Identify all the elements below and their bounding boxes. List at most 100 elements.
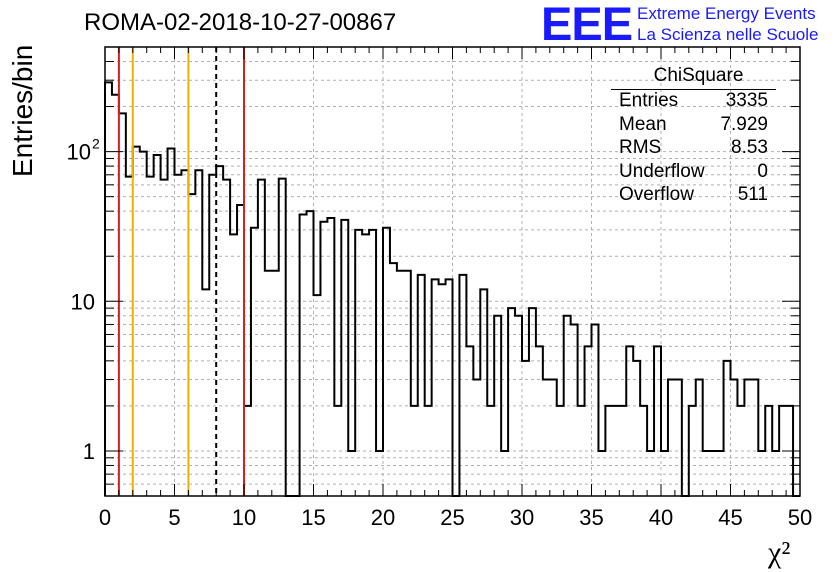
histogram-bin — [175, 175, 182, 496]
y-tick-label: 1 — [83, 439, 95, 464]
axes — [104, 46, 801, 497]
histogram-bin — [654, 346, 661, 496]
histogram-bin — [161, 180, 168, 496]
y-tick-label-exponent: 2 — [92, 136, 100, 152]
histogram-bin — [258, 180, 265, 496]
histogram-bin — [279, 179, 286, 496]
histogram-bin — [765, 406, 772, 496]
histogram-bin — [439, 284, 446, 496]
histogram-bin — [578, 406, 585, 496]
x-tick-label: 0 — [99, 505, 111, 530]
histogram-bin — [307, 211, 314, 496]
histogram-bin — [230, 234, 237, 496]
histogram-bin — [209, 175, 216, 496]
histogram-bin — [724, 361, 731, 496]
x-tick-label: 15 — [301, 505, 325, 530]
stats-row-overflow: Overflow 511 — [611, 184, 776, 208]
histogram-bin — [585, 346, 592, 496]
stats-value: 511 — [737, 184, 768, 205]
histogram-bin — [598, 451, 605, 496]
histogram-bin — [543, 380, 550, 496]
histogram-bin — [647, 451, 654, 496]
histogram-bin — [133, 147, 140, 496]
histogram-bin — [480, 289, 487, 496]
histogram-bin — [105, 82, 112, 496]
stats-box: ChiSquare Entries 3335 Mean 7.929 RMS 8.… — [611, 65, 776, 208]
stats-value: 7.929 — [720, 113, 768, 135]
stats-value: 3335 — [725, 90, 768, 111]
histogram-bin — [633, 361, 640, 496]
histogram-bin — [126, 177, 133, 496]
histogram-bin — [272, 271, 279, 496]
x-axis-label: χ² — [768, 536, 791, 569]
histogram-bin — [487, 406, 494, 496]
histogram-bin — [446, 279, 453, 496]
reference-lines — [117, 47, 245, 496]
histogram-bin — [619, 406, 626, 496]
histogram-bin — [341, 220, 348, 496]
histogram-bin — [397, 271, 404, 496]
histogram-bin — [737, 406, 744, 496]
histogram-bin — [564, 316, 571, 496]
histogram-bin — [529, 308, 536, 496]
histogram-outline — [104, 81, 800, 497]
stats-row-mean: Mean 7.929 — [611, 114, 776, 138]
histogram-bin — [376, 451, 383, 496]
histogram-bin — [501, 451, 508, 496]
histogram-bin — [661, 451, 668, 496]
x-tick-label: 35 — [579, 505, 603, 530]
histogram-bin — [772, 451, 779, 496]
x-tick-label: 45 — [718, 505, 742, 530]
stats-label: Entries — [619, 90, 679, 111]
histogram-bin — [758, 451, 765, 496]
eee-logo-line1: Extreme Energy Events — [637, 4, 816, 23]
x-tick-label: 25 — [440, 505, 464, 530]
histogram-bin — [140, 152, 147, 496]
histogram-bin — [717, 451, 724, 496]
histogram-bin — [314, 295, 321, 496]
y-axis-label: Entries/bin — [7, 44, 38, 177]
histogram-bin — [550, 380, 557, 496]
histogram-bin — [244, 406, 251, 496]
histogram-bin — [265, 271, 272, 496]
histogram-bin — [459, 275, 466, 496]
histogram-bin — [751, 380, 758, 496]
histogram-bin — [592, 324, 599, 496]
grid-lines — [105, 47, 800, 496]
histogram-bin — [411, 406, 418, 496]
histogram-bin — [425, 406, 432, 496]
histogram-bin — [390, 263, 397, 496]
histogram-bin — [703, 451, 710, 496]
stats-row-entries: Entries 3335 — [611, 90, 776, 114]
histogram-bin — [466, 346, 473, 496]
x-tick-label: 50 — [788, 505, 812, 530]
histogram-bin — [696, 380, 703, 496]
histogram-bin — [557, 406, 564, 496]
histogram-bin — [223, 180, 230, 496]
histogram-bin — [675, 380, 682, 496]
x-tick-label: 40 — [649, 505, 673, 530]
histogram-bin — [605, 406, 612, 496]
histogram-bin — [188, 194, 195, 496]
histogram-bin — [147, 177, 154, 496]
histogram-bin — [181, 170, 188, 496]
stats-row-underflow: Underflow 0 — [611, 161, 776, 185]
histogram-bin — [418, 275, 425, 496]
histogram-bin — [536, 346, 543, 496]
histogram-bin — [154, 155, 161, 496]
histogram-bin — [515, 316, 522, 496]
x-tick-label: 5 — [168, 505, 180, 530]
eee-logo: EEE — [541, 0, 633, 50]
histogram-bin — [300, 215, 307, 496]
histogram-bin — [168, 148, 175, 496]
stats-title: ChiSquare — [611, 65, 776, 90]
histogram-bin — [640, 406, 647, 496]
histogram-bin — [355, 230, 362, 496]
histogram-bin — [216, 166, 223, 496]
run-title: ROMA-02-2018-10-27-00867 — [84, 9, 397, 36]
histogram-bin — [119, 113, 126, 496]
stats-value: 8.53 — [731, 137, 768, 158]
x-tick-label: 20 — [371, 505, 395, 530]
